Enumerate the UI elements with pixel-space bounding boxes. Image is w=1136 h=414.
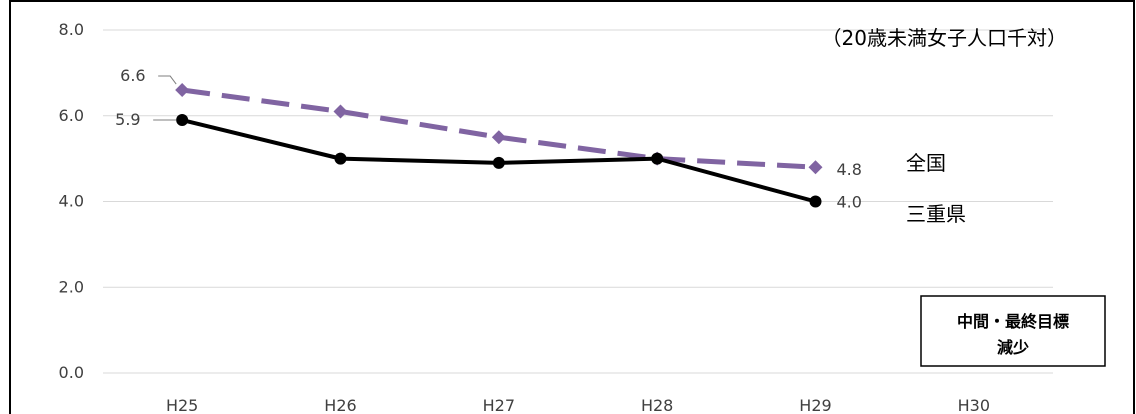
goal-text-line1: 中間・最終目標 xyxy=(957,312,1069,331)
x-tick-labels: H25 H26 H27 H28 H29 H30 xyxy=(166,396,990,414)
label-layer: 6.6 5.9 4.8 4.0 xyxy=(115,66,862,211)
x-tick-label: H28 xyxy=(641,396,673,414)
series-marker-mie-1 xyxy=(334,152,347,165)
x-tick-label: H27 xyxy=(483,396,515,414)
series-marker-mie-4 xyxy=(809,195,822,208)
data-label-mie-last: 4.0 xyxy=(837,193,862,212)
y-tick-labels: 0.0 2.0 4.0 6.0 8.0 xyxy=(59,20,84,382)
goal-text-line2: 減少 xyxy=(997,338,1029,357)
y-tick-label: 4.0 xyxy=(59,192,84,211)
goal-box xyxy=(920,295,1106,367)
y-tick-label: 0.0 xyxy=(59,363,84,382)
leader-line-national-first xyxy=(158,75,177,85)
series-layer xyxy=(175,83,823,208)
x-tick-label: H25 xyxy=(166,396,198,414)
series-marker-mie-2 xyxy=(492,156,505,169)
grid-layer xyxy=(103,29,1053,374)
series-marker-national-0 xyxy=(175,83,190,98)
unit-note: （20歳未満女子人口千対） xyxy=(822,26,1067,50)
series-label-mie: 三重県 xyxy=(906,202,966,226)
series-marker-national-4 xyxy=(808,160,823,175)
series-marker-national-2 xyxy=(491,130,506,145)
y-tick-label: 8.0 xyxy=(59,20,84,39)
data-label-national-last: 4.8 xyxy=(837,160,862,179)
x-tick-label: H29 xyxy=(799,396,831,414)
x-tick-label: H26 xyxy=(324,396,356,414)
series-marker-mie-0 xyxy=(176,114,189,127)
y-tick-label: 2.0 xyxy=(59,277,84,296)
series-label-national: 全国 xyxy=(906,151,946,175)
y-tick-label: 6.0 xyxy=(59,106,84,125)
series-marker-mie-3 xyxy=(651,152,664,165)
series-marker-national-1 xyxy=(333,104,348,119)
x-tick-label: H30 xyxy=(958,396,990,414)
data-label-mie-first: 5.9 xyxy=(115,110,140,129)
data-label-national-first: 6.6 xyxy=(120,66,145,85)
